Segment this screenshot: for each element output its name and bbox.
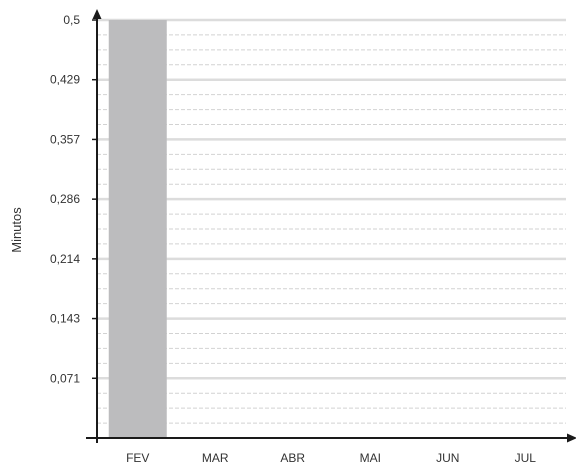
y-axis-title: Minutos [9, 207, 24, 253]
bar-fev [108, 20, 167, 438]
y-tick-label: 0,429 [50, 73, 80, 87]
x-tick-label: JUL [515, 451, 537, 464]
x-tick-label: JUN [436, 451, 459, 464]
y-tick-label: 0,357 [50, 132, 80, 146]
x-tick-label: FEV [126, 451, 149, 464]
y-tick-label: 0,071 [50, 371, 80, 385]
x-tick-label: MAI [360, 451, 381, 464]
y-tick-label: 0,143 [50, 312, 80, 326]
y-axis-arrow-icon [92, 9, 102, 19]
y-tick-label: 0,5 [63, 13, 80, 27]
x-tick-label: ABR [280, 451, 305, 464]
x-tick-label: MAR [202, 451, 229, 464]
y-tick-label: 0,286 [50, 192, 80, 206]
x-axis-arrow-icon [567, 433, 576, 443]
y-tick-label: 0,214 [50, 252, 80, 266]
